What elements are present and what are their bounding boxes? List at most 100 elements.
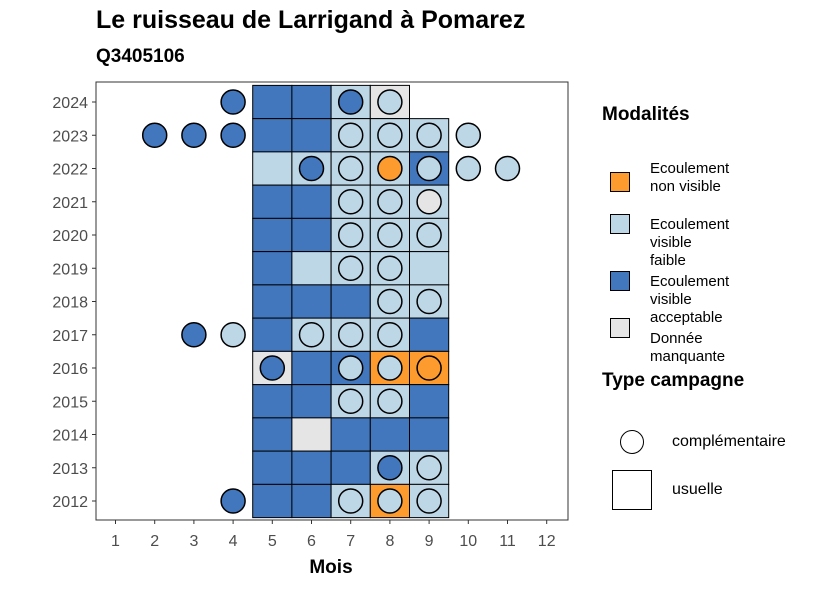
cell-usuelle-2015-6 [291,384,332,419]
point-complementaire-2023-8 [377,122,403,148]
y-tick-label: 2019 [52,261,88,278]
point-complementaire-2022-9 [416,155,442,182]
chart-subtitle: Q3405106 [96,46,185,67]
point-complementaire-2023-7 [337,122,364,148]
heatmap-chart: 2012 2013 2014 2015 2016 2017 2018 2019 2020 2021… [52,81,569,578]
point-complementaire-2022-6 [298,155,325,182]
cell-usuelle-2015-9 [409,384,450,419]
cell-usuelle-2012-6 [291,483,332,519]
point-complementaire-2012-7 [337,488,364,514]
legend-modalites-title: Modalités [602,104,690,125]
x-tick-label: 12 [538,533,556,550]
y-tick-label: 2016 [52,361,88,378]
square-icon [612,470,652,510]
legend-swatch-manquante [610,318,630,338]
circle-icon [620,430,644,454]
cell-usuelle-2022-5 [252,151,293,186]
point-complementaire-2024-4 [220,89,246,115]
x-tick-label: 7 [346,533,355,550]
cell-usuelle-2013-7 [330,450,371,485]
cell-usuelle-2019-5 [252,251,293,286]
point-complementaire-2015-8 [377,388,403,414]
legend-label-visible_acceptable: Ecoulement visible acceptable [650,273,730,326]
legend-label-non_visible: Ecoulement non visible [650,160,730,195]
point-complementaire-2015-7 [337,388,364,414]
y-tick-label: 2014 [52,428,88,445]
cell-usuelle-2023-5 [252,118,293,153]
y-tick-label: 2015 [52,394,88,411]
point-complementaire-2021-8 [377,189,403,215]
point-complementaire-2023-9 [416,122,442,148]
x-tick-label: 9 [425,533,434,550]
legend-label-manquante: Donnée manquante [650,330,726,365]
x-tick-label: 6 [307,533,316,550]
cell-usuelle-2018-6 [291,284,332,319]
x-axis-title: Mois [309,557,352,578]
x-tick-label: 4 [229,533,238,550]
y-tick-label: 2023 [52,128,88,145]
point-complementaire-2023-10 [455,122,482,148]
complementaire-circles [141,89,521,514]
chart-title: Le ruisseau de Larrigand à Pomarez [96,6,526,34]
point-complementaire-2013-9 [416,455,442,481]
point-complementaire-2012-8 [377,488,403,514]
point-complementaire-2017-7 [337,322,364,348]
point-complementaire-2016-7 [337,355,364,381]
point-complementaire-2017-4 [220,322,246,348]
point-complementaire-2017-6 [298,322,325,348]
point-complementaire-2012-9 [416,488,442,514]
cell-usuelle-2024-6 [291,84,332,120]
point-complementaire-2020-9 [416,222,442,248]
point-complementaire-2016-8 [377,355,403,381]
y-tick-label: 2017 [52,328,88,345]
point-complementaire-2023-2 [141,122,168,148]
legend-modalites: Modalités Ecoulement non visible Ecoulemen… [602,104,729,365]
cell-usuelle-2020-6 [291,217,332,253]
cell-usuelle-2014-6 [291,417,332,452]
legend-campagne-title: Type campagne [602,370,745,391]
legend-label-visible_faible: Ecoulement visible faible [650,216,730,269]
point-complementaire-2018-9 [416,288,442,315]
x-tick-label: 1 [111,533,120,550]
legend-campagne-label: usuelle [672,481,723,498]
x-tick-label: 8 [385,533,394,550]
cell-usuelle-2023-6 [291,118,332,153]
x-tick-label: 10 [459,533,477,550]
point-complementaire-2020-7 [337,222,364,248]
legend-swatch-non_visible [610,172,630,192]
point-complementaire-2022-11 [494,155,521,182]
cell-usuelle-2014-5 [252,417,293,452]
y-tick-label: 2022 [52,162,88,179]
cell-usuelle-2014-7 [330,417,371,452]
y-tick-label: 2020 [52,228,88,245]
cell-usuelle-2013-6 [291,450,332,485]
cell-usuelle-2019-6 [291,251,332,286]
x-axis: 1 2 3 4 5 6 7 8 9 10 11 12 [111,520,556,550]
point-complementaire-2024-7 [337,89,364,115]
y-tick-label: 2018 [52,295,88,312]
cell-usuelle-2014-9 [409,417,450,452]
cell-usuelle-2017-9 [409,317,450,352]
x-tick-label: 2 [150,533,159,550]
y-axis: 2012 2013 2014 2015 2016 2017 2018 2019 2020 2021… [52,95,96,511]
y-tick-label: 2013 [52,461,88,478]
cell-usuelle-2019-9 [409,251,450,286]
legend-swatch-visible_acceptable [610,271,630,291]
cell-usuelle-2017-5 [252,317,293,352]
point-complementaire-2022-8 [377,155,403,182]
x-tick-label: 3 [189,533,198,550]
legend-swatch-visible_faible [610,214,630,234]
legend-campagne: Type campagne complémentaire usuelle [602,370,786,510]
point-complementaire-2021-9 [416,189,442,215]
point-complementaire-2018-8 [377,288,403,315]
point-complementaire-2022-7 [337,155,364,182]
point-complementaire-2017-8 [377,322,403,348]
point-complementaire-2020-8 [377,222,403,248]
y-tick-label: 2012 [52,494,88,511]
x-tick-label: 11 [499,533,516,550]
point-complementaire-2012-4 [220,488,246,514]
cell-usuelle-2021-5 [252,184,293,219]
point-complementaire-2016-5 [259,355,286,381]
point-complementaire-2017-3 [181,322,207,348]
cell-usuelle-2024-5 [252,84,293,120]
